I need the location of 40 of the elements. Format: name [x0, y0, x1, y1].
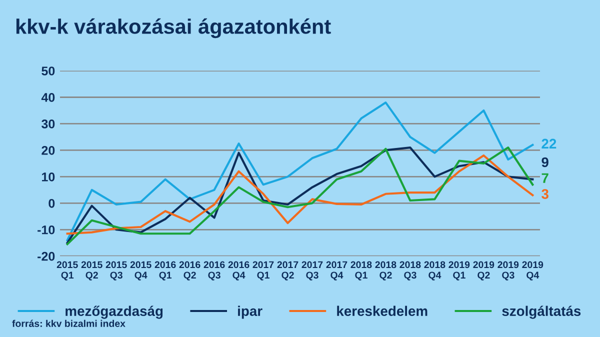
- x-tick-label: 2019 Q1: [448, 261, 470, 280]
- x-tick-label: 2016 Q2: [179, 261, 200, 280]
- y-tick-label: 0: [48, 198, 55, 208]
- chart-title: kkv-k várakozásai ágazatonként: [16, 18, 331, 38]
- y-tick-label: 10: [42, 172, 55, 182]
- x-tick-label: 2019 Q3: [498, 261, 519, 280]
- x-tick-label: 2016 Q1: [154, 261, 176, 280]
- x-tick-label: 2015 Q1: [56, 261, 78, 280]
- x-tick-label: 2018 Q1: [350, 261, 372, 280]
- line-series: [66, 102, 534, 242]
- x-tick-label: 2015 Q3: [106, 261, 127, 280]
- legend-label: szolgáltatás: [502, 306, 581, 319]
- x-tick-label: 2015 Q4: [130, 261, 152, 280]
- legend-label: kereskedelem: [337, 306, 428, 316]
- x-tick-label: 2018 Q3: [400, 261, 421, 280]
- x-tick-label: 2017 Q4: [326, 261, 348, 280]
- x-tick-label: 2017 Q2: [277, 261, 298, 280]
- x-tick-label: 2018 Q4: [424, 261, 446, 280]
- legend-label: ipar: [238, 306, 262, 319]
- y-tick-label: 20: [42, 146, 55, 155]
- data-label: 7: [542, 173, 548, 183]
- x-tick-label: 2018 Q2: [375, 261, 396, 280]
- x-tick-label: 2019 Q4: [522, 261, 544, 280]
- y-tick-label: -10: [38, 225, 55, 234]
- text: forrás: kkv bizalmi index: [12, 320, 126, 327]
- x-tick-label: 2016 Q3: [204, 261, 225, 280]
- data-label: 22: [542, 138, 556, 148]
- y-tick-label: 40: [41, 93, 55, 102]
- legend-label: mezőgazdaság: [66, 306, 163, 319]
- x-tick-label: 2017 Q1: [252, 261, 274, 280]
- x-tick-label: 2017 Q3: [302, 261, 323, 280]
- y-tick-label: 50: [42, 66, 55, 76]
- line-series: [66, 154, 534, 235]
- y-tick-label: 30: [42, 120, 55, 128]
- x-tick-label: 2015 Q2: [81, 261, 102, 280]
- x-tick-label: 2019 Q2: [473, 261, 494, 280]
- y-tick-label: -20: [38, 252, 55, 261]
- x-tick-label: 2016 Q4: [228, 261, 250, 280]
- data-label: 9: [542, 157, 548, 168]
- data-label: 3: [542, 189, 548, 199]
